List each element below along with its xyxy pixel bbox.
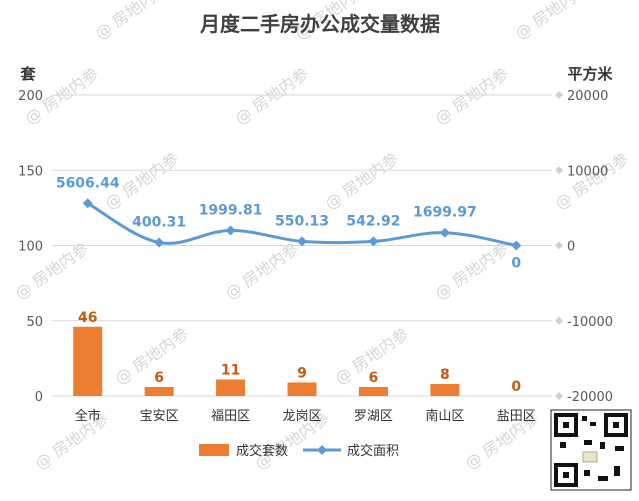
legend-line-label: 成交面积: [347, 443, 399, 459]
watermark-text: @ 房地内参: [551, 149, 632, 213]
category-label: 龙岗区: [282, 409, 321, 424]
watermark-text: @ 房地内参: [511, 0, 592, 43]
line-point: [225, 225, 236, 236]
line-data-label: 1699.97: [413, 205, 477, 221]
right-axis-unit: 平方米: [567, 65, 613, 83]
left-axis-unit: 套: [19, 65, 36, 83]
bar-data-label: 9: [297, 365, 307, 381]
right-tick-marker: [555, 166, 563, 175]
right-tick-label: 10000: [567, 164, 608, 179]
category-label: 罗湖区: [354, 409, 393, 424]
line-point: [439, 227, 450, 238]
line-point: [368, 236, 379, 247]
bar-data-label: 8: [440, 367, 450, 383]
right-tick-label: -20000: [567, 390, 613, 405]
line-point: [297, 236, 307, 247]
left-tick-label: 150: [18, 164, 43, 179]
legend-bar-label: 成交套数: [236, 443, 288, 459]
line-point: [82, 198, 93, 209]
bar-data-label: 0: [511, 379, 521, 395]
bar: [73, 326, 103, 396]
bar-data-label: 11: [221, 362, 240, 378]
chart-title: 月度二手房办公成交量数据: [199, 12, 440, 36]
watermark-text: @ 房地内参: [321, 149, 402, 213]
left-tick-label: 100: [18, 240, 43, 255]
line-point: [154, 237, 165, 248]
line-data-label: 550.13: [275, 213, 329, 229]
line-data-label: 5606.44: [56, 175, 120, 191]
line-series: 5606.44 400.31 1999.81 550.13 542.92 1699.97 0: [56, 175, 522, 271]
watermark-text: @ 房地内参: [91, 0, 172, 43]
legend-bar-swatch: [199, 444, 229, 456]
left-tick-label: 200: [18, 89, 43, 104]
legend: 成交套数 成交面积: [199, 443, 399, 459]
legend-line-marker: [317, 445, 327, 455]
bar-data-label: 6: [154, 370, 164, 386]
left-tick-label: 50: [26, 315, 43, 330]
category-label: 南山区: [425, 408, 464, 424]
right-tick-label: 0: [567, 240, 575, 255]
watermark-text: @ 房地内参: [431, 64, 512, 128]
qr-code-icon: [550, 409, 632, 491]
bar-series: 46 6 11 9 6 8 0: [73, 310, 521, 396]
bar: [287, 382, 317, 396]
bar: [430, 383, 460, 396]
line-data-label: 1999.81: [199, 202, 263, 218]
bar-data-label: 6: [369, 370, 379, 386]
left-tick-label: 0: [35, 390, 43, 405]
category-label: 宝安区: [140, 409, 179, 424]
bar-data-label: 46: [78, 310, 97, 326]
line-data-label: 400.31: [132, 214, 186, 230]
bar: [358, 386, 388, 396]
line-data-label: 0: [511, 256, 521, 272]
right-tick-marker: [555, 316, 563, 325]
line-data-label: 542.92: [346, 213, 400, 229]
right-tick-label: -10000: [567, 315, 613, 330]
watermark-layer: @ 房地内参 @ 房地内参 @ 房地内参@ 房地内参 @ 房地内参 @ 房地内参@ 房地…: [11, 0, 632, 473]
category-label: 全市: [75, 408, 101, 424]
left-axis-ticks: 0 50 100 150 200: [18, 89, 43, 405]
category-label: 盐田区: [497, 409, 536, 424]
bar: [216, 379, 246, 396]
watermark-text: @ 房地内参: [111, 324, 192, 388]
watermark-text: @ 房地内参: [221, 239, 302, 303]
right-tick-label: 20000: [567, 89, 608, 104]
category-labels: 全市 宝安区 福田区 龙岗区 罗湖区 南山区 盐田区: [75, 408, 536, 424]
bar: [144, 386, 174, 396]
right-tick-marker: [555, 91, 563, 99]
right-tick-marker: [555, 392, 563, 400]
right-axis-ticks: -20000 -10000 0 10000 20000: [555, 89, 613, 405]
line-point: [511, 240, 522, 251]
watermark-text: @ 房地内参: [431, 239, 512, 303]
watermark-text: @ 房地内参: [231, 64, 312, 128]
right-tick-marker: [555, 241, 563, 250]
category-label: 福田区: [211, 409, 250, 424]
